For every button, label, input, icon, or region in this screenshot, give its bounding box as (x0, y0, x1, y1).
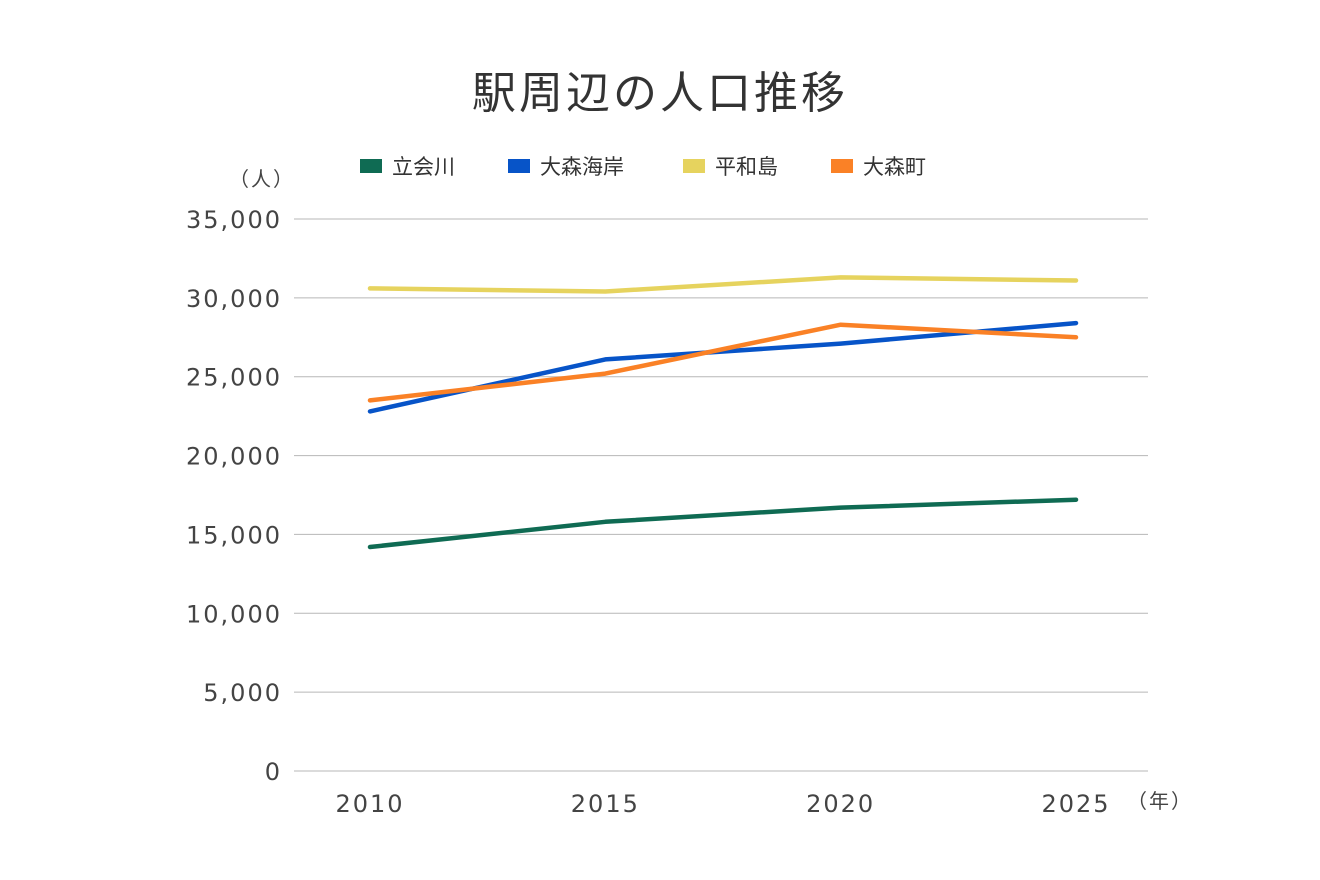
y-axis-unit-label: （人） (229, 167, 295, 191)
legend-swatch (508, 159, 530, 173)
legend-label: 平和島 (715, 155, 778, 179)
x-tick-label: 2025 (1041, 790, 1110, 818)
x-tick-label: 2015 (571, 790, 640, 818)
legend-swatch (831, 159, 853, 173)
chart-title: 駅周辺の人口推移 (472, 68, 848, 119)
series-line-1 (367, 497, 1079, 550)
series-line-2 (367, 320, 1079, 414)
y-tick-label: 30,000 (186, 285, 282, 313)
y-tick-label: 0 (265, 758, 282, 786)
y-tick-label: 15,000 (186, 521, 282, 549)
legend: 立会川 大森海岸 平和島 大森町 (360, 155, 926, 179)
y-tick-label: 20,000 (186, 443, 282, 471)
legend-label: 立会川 (392, 155, 455, 179)
legend-label: 大森海岸 (540, 155, 624, 179)
legend-label: 大森町 (863, 155, 926, 179)
series-line-3 (367, 275, 1079, 294)
y-tick-label: 35,000 (186, 206, 282, 234)
x-tick-label: 2010 (335, 790, 404, 818)
y-axis-ticks: 0 5,000 10,000 15,000 20,000 25,000 30,000 35,0… (186, 206, 282, 786)
y-tick-label: 25,000 (186, 364, 282, 392)
y-tick-label: 5,000 (203, 679, 282, 707)
legend-swatch (360, 159, 382, 173)
gridlines (294, 218, 1148, 772)
x-tick-label: 2020 (806, 790, 875, 818)
x-axis-unit-label: （年） (1127, 789, 1193, 813)
series-line-4 (367, 322, 1079, 403)
series-lines (367, 275, 1079, 550)
x-axis-ticks: 2010 2015 2020 2025 (335, 790, 1110, 818)
y-tick-label: 10,000 (186, 600, 282, 628)
legend-swatch (683, 159, 705, 173)
